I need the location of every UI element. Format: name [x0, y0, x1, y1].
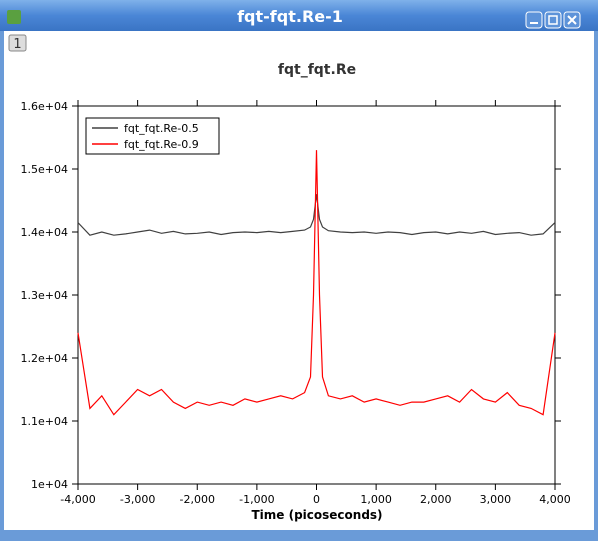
x-tick-label: -3,000 — [120, 493, 155, 506]
x-tick-label: 2,000 — [420, 493, 452, 506]
y-tick-label: 1.5e+04 — [21, 163, 68, 176]
x-tick-label: -1,000 — [239, 493, 274, 506]
x-axis-label: Time (picoseconds) — [251, 508, 382, 522]
y-tick-label: 1.1e+04 — [21, 415, 68, 428]
tab-label[interactable]: 1 — [13, 37, 21, 52]
y-tick-label: 1.3e+04 — [21, 289, 68, 302]
client-area — [4, 31, 594, 530]
x-tick-label: 1,000 — [360, 493, 392, 506]
x-tick-label: 0 — [313, 493, 320, 506]
series-line — [77, 150, 556, 416]
x-tick-label: 4,000 — [539, 493, 571, 506]
y-tick-label: 1.4e+04 — [21, 226, 68, 239]
legend-label: fqt_fqt.Re-0.9 — [124, 138, 199, 151]
window-title: fqt-fqt.Re-1 — [237, 7, 343, 26]
chart-title: fqt_fqt.Re — [278, 62, 356, 78]
close-button[interactable] — [563, 11, 581, 29]
x-tick-label: -4,000 — [60, 493, 95, 506]
tab[interactable] — [8, 34, 27, 52]
x-tick-label: -2,000 — [180, 493, 215, 506]
y-tick-label: 1.6e+04 — [21, 100, 68, 113]
maximize-button[interactable] — [544, 11, 562, 29]
app-icon — [7, 10, 21, 24]
y-tick-label: 1e+04 — [31, 478, 68, 491]
x-tick-label: 3,000 — [480, 493, 512, 506]
series-line — [77, 194, 556, 236]
y-tick-label: 1.2e+04 — [21, 352, 68, 365]
title-bar — [0, 0, 598, 31]
legend-label: fqt_fqt.Re-0.5 — [124, 122, 199, 135]
legend-box — [85, 117, 220, 155]
minimize-button[interactable] — [525, 11, 543, 29]
